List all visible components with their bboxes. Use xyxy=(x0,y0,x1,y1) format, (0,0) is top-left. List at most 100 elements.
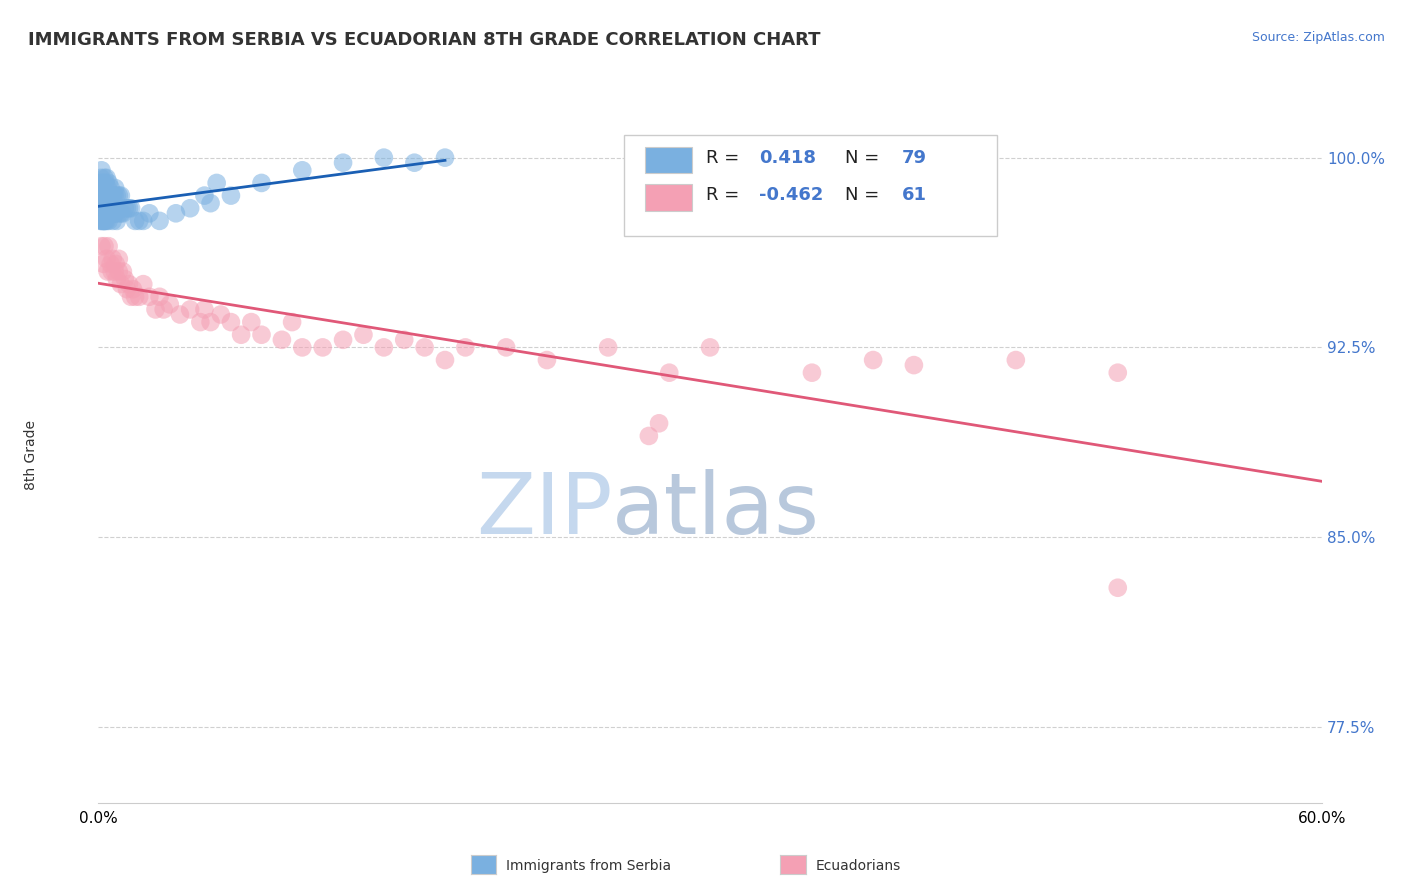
Point xyxy=(291,340,314,354)
Point xyxy=(332,333,354,347)
Point xyxy=(145,302,167,317)
Point xyxy=(209,308,232,322)
Point xyxy=(114,272,136,286)
Text: R =: R = xyxy=(706,149,745,167)
Point xyxy=(128,214,150,228)
Point xyxy=(108,252,131,266)
Point xyxy=(188,315,212,329)
Point xyxy=(495,340,517,354)
Point xyxy=(122,282,145,296)
Point xyxy=(100,181,122,195)
Point xyxy=(103,206,125,220)
Point xyxy=(93,188,115,202)
Point xyxy=(120,290,142,304)
Point xyxy=(219,188,242,202)
Point xyxy=(96,188,118,202)
Point xyxy=(89,188,111,202)
Point xyxy=(118,277,141,292)
Point xyxy=(179,302,201,317)
Point xyxy=(90,239,112,253)
Point xyxy=(104,206,127,220)
Point xyxy=(91,176,114,190)
Point xyxy=(373,340,395,354)
Point xyxy=(93,214,115,228)
Point xyxy=(94,188,117,202)
Point xyxy=(101,188,124,202)
Point xyxy=(91,206,114,220)
Point xyxy=(200,196,222,211)
Point xyxy=(433,353,456,368)
Point xyxy=(89,201,111,215)
Point xyxy=(149,290,172,304)
Point xyxy=(105,272,128,286)
Text: ZIP: ZIP xyxy=(475,469,612,552)
Text: Source: ZipAtlas.com: Source: ZipAtlas.com xyxy=(1251,31,1385,45)
Point xyxy=(250,327,273,342)
Point xyxy=(100,257,122,271)
Point xyxy=(97,239,120,253)
Point xyxy=(100,264,122,278)
Point xyxy=(93,176,115,190)
Point xyxy=(152,302,174,317)
Point xyxy=(91,181,114,195)
Point xyxy=(231,327,253,342)
Point xyxy=(132,214,155,228)
Point xyxy=(97,214,120,228)
Point xyxy=(128,290,150,304)
Point xyxy=(105,214,128,228)
Point xyxy=(93,170,115,185)
Point xyxy=(97,264,120,278)
Point xyxy=(108,188,131,202)
Point xyxy=(90,163,112,178)
Point xyxy=(94,206,117,220)
Point xyxy=(105,188,128,202)
Bar xyxy=(645,146,692,173)
Text: 8th Grade: 8th Grade xyxy=(24,420,38,490)
Point xyxy=(101,252,124,266)
Point xyxy=(97,181,120,195)
Point xyxy=(90,188,112,202)
Point xyxy=(93,196,115,211)
Point xyxy=(100,206,122,220)
Point xyxy=(250,176,273,190)
Point xyxy=(101,214,124,228)
Point xyxy=(193,188,215,202)
Point xyxy=(96,206,118,220)
Point xyxy=(114,201,136,215)
Point xyxy=(903,358,925,372)
Point xyxy=(132,277,155,292)
Point xyxy=(801,366,824,380)
Point xyxy=(159,297,181,311)
Point xyxy=(240,315,263,329)
Point xyxy=(110,277,132,292)
Point xyxy=(111,264,134,278)
Text: -0.462: -0.462 xyxy=(759,186,824,204)
Point xyxy=(91,181,114,195)
Point xyxy=(270,333,294,347)
Point xyxy=(110,188,132,202)
Point xyxy=(433,151,456,165)
Point xyxy=(115,282,138,296)
Point xyxy=(312,340,335,354)
Point xyxy=(1107,581,1129,595)
Point xyxy=(93,257,115,271)
Point xyxy=(104,188,127,202)
Point xyxy=(454,340,477,354)
Point xyxy=(93,196,115,211)
Point xyxy=(200,315,222,329)
Point xyxy=(89,176,111,190)
Point xyxy=(648,417,671,431)
Point xyxy=(91,214,114,228)
Point xyxy=(100,206,122,220)
Point xyxy=(179,201,201,215)
Point xyxy=(124,214,146,228)
Point xyxy=(138,206,160,220)
Point xyxy=(90,170,112,185)
Point xyxy=(352,327,374,342)
Point xyxy=(281,315,304,329)
Point xyxy=(89,214,111,228)
Text: N =: N = xyxy=(845,149,884,167)
Point xyxy=(219,315,242,329)
Point xyxy=(97,206,120,220)
Point xyxy=(699,340,721,354)
